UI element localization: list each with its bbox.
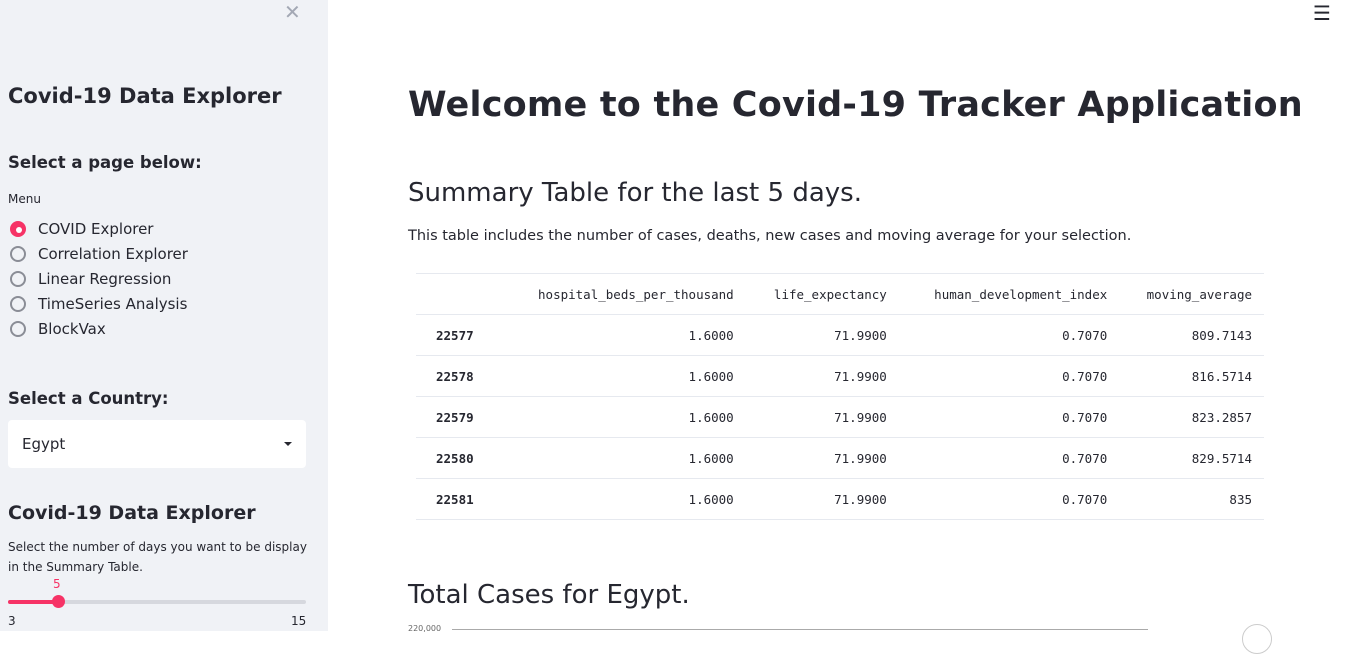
chart-action-button[interactable]	[1242, 624, 1272, 654]
table-cell: 816.5714	[1119, 355, 1264, 397]
slider-min-label: 3	[8, 614, 16, 628]
table-row: 22580 1.6000 71.9900 0.7070 829.5714	[416, 437, 1264, 479]
page-select-heading: Select a page below:	[8, 153, 202, 172]
chevron-down-icon[interactable]	[284, 442, 292, 446]
radio-unselected-icon[interactable]	[10, 245, 26, 262]
menu-item-blockvax[interactable]: BlockVax	[8, 316, 188, 341]
table-cell: 0.7070	[898, 478, 1120, 520]
table-row: 22577 1.6000 71.9900 0.7070 809.7143	[416, 314, 1264, 356]
table-cell: 1.6000	[500, 396, 746, 438]
radio-unselected-icon[interactable]	[10, 295, 26, 312]
row-index: 22578	[416, 355, 500, 397]
menu-item-covid-explorer[interactable]: COVID Explorer	[8, 216, 188, 241]
slider-description: Select the number of days you want to be…	[8, 540, 307, 574]
table-cell: 1.6000	[500, 478, 746, 520]
country-select[interactable]: Egypt	[8, 420, 306, 468]
table-header-row: hospital_beds_per_thousand life_expectan…	[416, 273, 1264, 315]
table-cell: 1.6000	[500, 437, 746, 479]
radio-selected-icon[interactable]	[10, 220, 26, 237]
menu-item-label: BlockVax	[38, 319, 106, 338]
summary-table: hospital_beds_per_thousand life_expectan…	[416, 273, 1264, 520]
menu-item-timeseries-analysis[interactable]: TimeSeries Analysis	[8, 291, 188, 316]
column-header: human_development_index	[898, 273, 1120, 315]
column-header: life_expectancy	[745, 273, 899, 315]
row-index: 22581	[416, 478, 500, 520]
table-cell: 71.9900	[745, 437, 899, 479]
explorer-heading: Covid-19 Data Explorer	[8, 502, 256, 524]
table-cell: 71.9900	[745, 396, 899, 438]
days-slider[interactable]	[8, 595, 306, 608]
chart-gridline	[452, 629, 1148, 630]
hamburger-menu-icon[interactable]: ☰	[1313, 1, 1331, 25]
table-cell: 71.9900	[745, 355, 899, 397]
table-cell: 0.7070	[898, 396, 1120, 438]
table-row: 22581 1.6000 71.9900 0.7070 835	[416, 478, 1264, 520]
menu-item-label: COVID Explorer	[38, 219, 154, 238]
table-cell: 0.7070	[898, 437, 1120, 479]
sidebar: ✕ Covid-19 Data Explorer Select a page b…	[0, 0, 328, 631]
column-header: moving_average	[1119, 273, 1264, 315]
table-row: 22579 1.6000 71.9900 0.7070 823.2857	[416, 396, 1264, 438]
summary-table-heading: Summary Table for the last 5 days.	[408, 178, 862, 208]
country-select-heading: Select a Country:	[8, 389, 169, 408]
menu-radio-group: COVID Explorer Correlation Explorer Line…	[8, 216, 188, 341]
summary-table-description: This table includes the number of cases,…	[408, 228, 1132, 244]
table-cell: 0.7070	[898, 314, 1120, 356]
table-cell: 823.2857	[1119, 396, 1264, 438]
radio-unselected-icon[interactable]	[10, 320, 26, 337]
slider-fill	[8, 600, 58, 604]
row-index: 22577	[416, 314, 500, 356]
table-cell: 0.7070	[898, 355, 1120, 397]
menu-item-correlation-explorer[interactable]: Correlation Explorer	[8, 241, 188, 266]
slider-max-label: 15	[291, 614, 307, 628]
table-cell: 71.9900	[745, 478, 899, 520]
slider-value-label: 5	[53, 577, 61, 591]
radio-unselected-icon[interactable]	[10, 270, 26, 287]
table-row: 22578 1.6000 71.9900 0.7070 816.5714	[416, 355, 1264, 397]
menu-item-linear-regression[interactable]: Linear Regression	[8, 266, 188, 291]
close-sidebar-icon[interactable]: ✕	[284, 0, 301, 24]
table-cell: 71.9900	[745, 314, 899, 356]
menu-item-label: TimeSeries Analysis	[38, 294, 188, 313]
table-cell: 809.7143	[1119, 314, 1264, 356]
country-select-value: Egypt	[22, 435, 66, 453]
column-header	[416, 273, 500, 315]
chart-y-tick-label: 220,000	[408, 624, 442, 633]
menu-label: Menu	[8, 192, 41, 206]
table-cell: 835	[1119, 478, 1264, 520]
row-index: 22580	[416, 437, 500, 479]
menu-item-label: Linear Regression	[38, 269, 172, 288]
column-header: hospital_beds_per_thousand	[500, 273, 746, 315]
menu-item-label: Correlation Explorer	[38, 244, 188, 263]
table-cell: 829.5714	[1119, 437, 1264, 479]
table-cell: 1.6000	[500, 314, 746, 356]
page-title: Welcome to the Covid-19 Tracker Applicat…	[408, 85, 1303, 125]
slider-thumb[interactable]	[51, 595, 65, 608]
sidebar-title: Covid-19 Data Explorer	[8, 84, 282, 108]
table-cell: 1.6000	[500, 355, 746, 397]
row-index: 22579	[416, 396, 500, 438]
chart-heading: Total Cases for Egypt.	[408, 580, 690, 610]
